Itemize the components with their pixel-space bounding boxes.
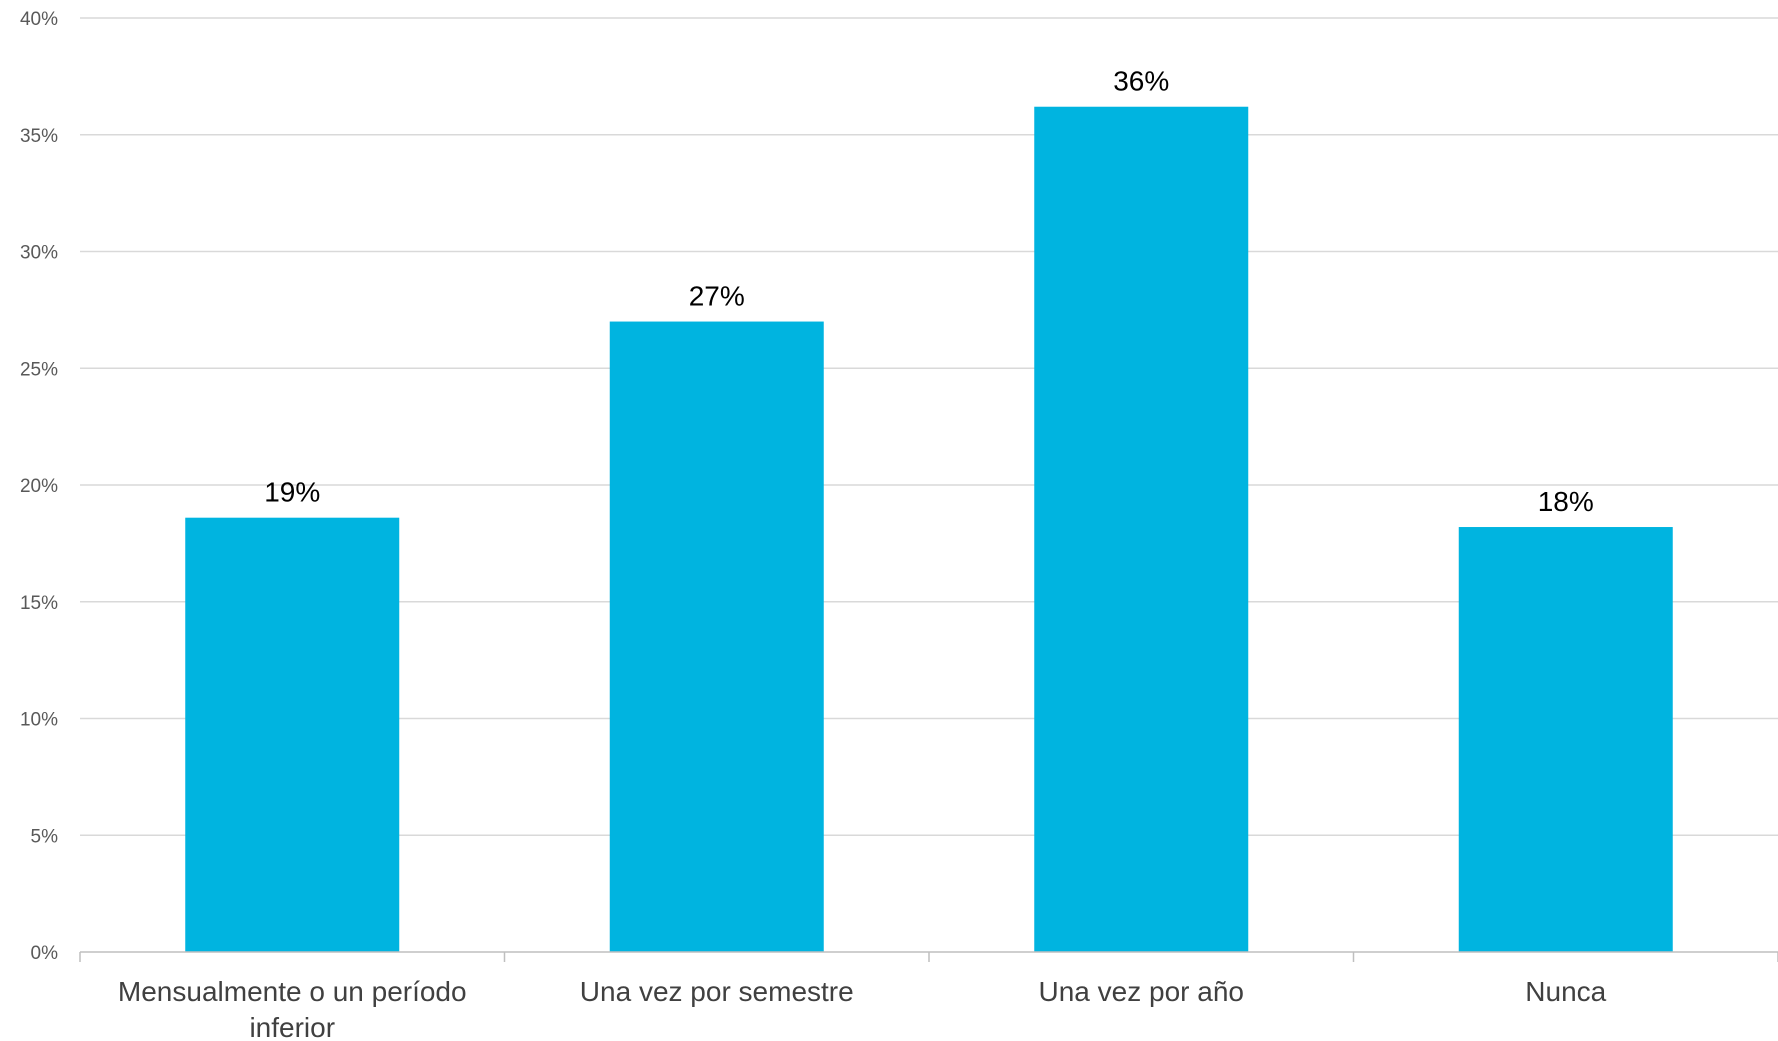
y-tick-label: 40% bbox=[20, 9, 58, 30]
bars bbox=[185, 106, 1673, 953]
y-tick-label: 25% bbox=[20, 359, 58, 380]
x-axis bbox=[79, 951, 1778, 962]
y-axis-ticks: 0% 5% 10% 15% 20% 25% 30% 35% 40% bbox=[20, 9, 58, 964]
bar bbox=[185, 517, 400, 952]
y-tick-label: 15% bbox=[20, 593, 58, 614]
bar bbox=[1458, 527, 1673, 952]
y-tick-label: 5% bbox=[31, 826, 59, 847]
x-tick-label: Nunca bbox=[1525, 976, 1606, 1007]
x-tick-label-line: Mensualmente o un período bbox=[118, 976, 467, 1007]
y-tick-label: 35% bbox=[20, 126, 58, 147]
data-label: 27% bbox=[689, 281, 745, 312]
x-tick-label: Mensualmente o un período inferior bbox=[118, 976, 467, 1041]
x-tick-label-line: inferior bbox=[249, 1012, 335, 1041]
x-tick-label: Una vez por semestre bbox=[580, 976, 854, 1007]
bar bbox=[1034, 106, 1249, 953]
data-label: 18% bbox=[1538, 486, 1594, 517]
x-axis-labels: Mensualmente o un período inferior Una vez… bbox=[118, 976, 1607, 1041]
x-tick-label-line: Nunca bbox=[1525, 976, 1606, 1007]
data-label: 19% bbox=[264, 477, 320, 508]
y-tick-label: 20% bbox=[20, 476, 58, 497]
x-tick-label-line: Una vez por año bbox=[1039, 976, 1244, 1007]
x-tick-label-line: Una vez por semestre bbox=[580, 976, 854, 1007]
y-tick-label: 30% bbox=[20, 243, 58, 264]
data-labels: 19% 27% 36% 18% bbox=[264, 66, 1594, 517]
x-tick-label: Una vez por año bbox=[1039, 976, 1244, 1007]
bar bbox=[609, 321, 824, 952]
y-tick-label: 0% bbox=[31, 943, 59, 964]
y-tick-label: 10% bbox=[20, 710, 58, 731]
data-label: 36% bbox=[1113, 66, 1169, 97]
